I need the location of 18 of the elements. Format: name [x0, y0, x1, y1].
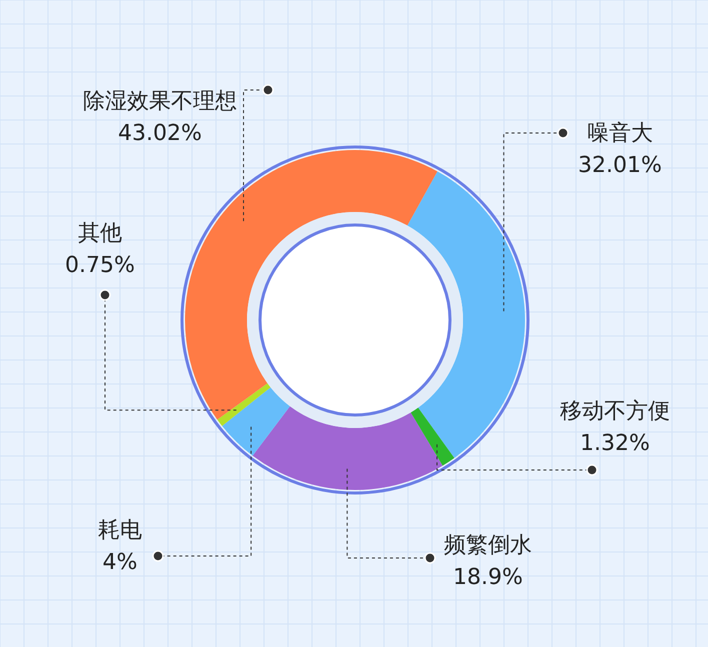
donut-slice	[222, 387, 290, 456]
data-label: 32.01%	[578, 153, 662, 178]
slice-label: 噪音大	[587, 121, 653, 146]
data-label: 18.9%	[453, 565, 523, 590]
data-label: 4%	[102, 550, 138, 575]
slice-label: 耗电	[98, 518, 142, 543]
donut-slice	[410, 408, 454, 466]
slice-label: 除湿效果不理想	[83, 89, 237, 114]
donut-slice	[217, 383, 271, 426]
donut-slice	[252, 406, 443, 490]
data-label: 1.32%	[580, 431, 650, 456]
data-label: 0.75%	[65, 253, 135, 278]
donut-slice	[185, 150, 438, 420]
slice-label: 移动不方便	[560, 399, 670, 424]
slice-label: 频繁倒水	[444, 533, 532, 558]
slice-label: 其他	[78, 221, 122, 246]
donut-slice	[407, 171, 525, 458]
data-label: 43.02%	[118, 121, 202, 146]
